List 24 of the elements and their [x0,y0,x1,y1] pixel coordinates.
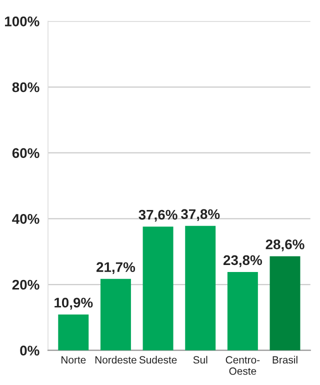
x-tick-label: Norte [62,356,86,364]
data-label: 37,8% [180,209,220,222]
y-tick-label: 80% [12,82,40,92]
x-tick-label: Nordeste [95,356,136,364]
x-tick-label: Sudeste [139,356,177,364]
data-label: 23,8% [223,255,262,268]
y-tick-label: 60% [12,148,40,158]
bar [142,226,174,350]
bar [185,226,216,350]
bar [270,256,300,350]
y-tick-label: 100% [5,16,40,26]
data-label: 21,7% [96,262,136,274]
y-tick-label: 40% [12,214,40,224]
y-tick-label: 0% [20,346,40,356]
bar [227,272,258,350]
bar [58,314,89,350]
y-tick-label: 20% [12,280,40,290]
bar [100,278,131,350]
data-label: 28,6% [266,239,304,252]
data-label: 10,9% [54,298,93,310]
x-tick-label: Brasil [272,356,298,364]
data-label: 37,6% [138,210,178,222]
x-tick-label: Centro- Oeste [226,356,260,375]
x-tick-label: Sul [193,356,208,364]
